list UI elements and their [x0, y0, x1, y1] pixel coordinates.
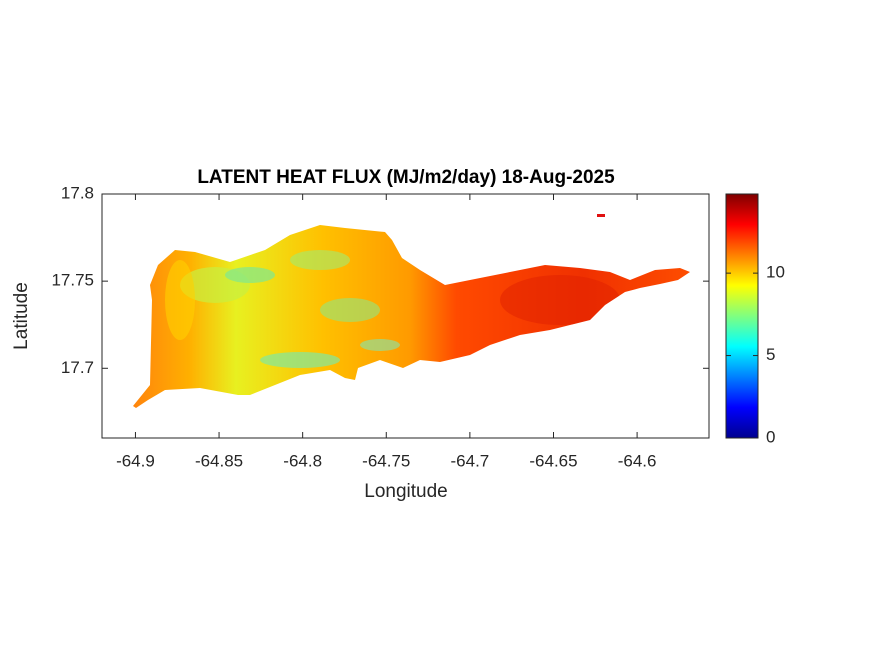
- x-axis-label: Longitude: [364, 481, 447, 502]
- x-tick-label: -64.65: [529, 451, 577, 470]
- y-tick-label: 17.8: [61, 183, 94, 202]
- colorbar-tick-label: 0: [766, 427, 775, 446]
- x-tick-label: -64.9: [116, 451, 155, 470]
- colorbar: [725, 193, 759, 439]
- x-tick-label: -64.7: [451, 451, 490, 470]
- colorbar-tick-label: 5: [766, 345, 775, 364]
- islet: [597, 214, 605, 217]
- chart-title: LATENT HEAT FLUX (MJ/m2/day) 18-Aug-2025: [197, 167, 615, 188]
- colorbar-tick-label: 10: [766, 263, 785, 282]
- x-tick-label: -64.6: [618, 451, 657, 470]
- x-tick-label: -64.75: [362, 451, 410, 470]
- y-tick-label: 17.7: [61, 358, 94, 377]
- x-tick-label: -64.85: [195, 451, 243, 470]
- y-tick-label: 17.75: [51, 271, 94, 290]
- x-tick-label: -64.8: [283, 451, 322, 470]
- y-axis-label: Latitude: [11, 282, 32, 350]
